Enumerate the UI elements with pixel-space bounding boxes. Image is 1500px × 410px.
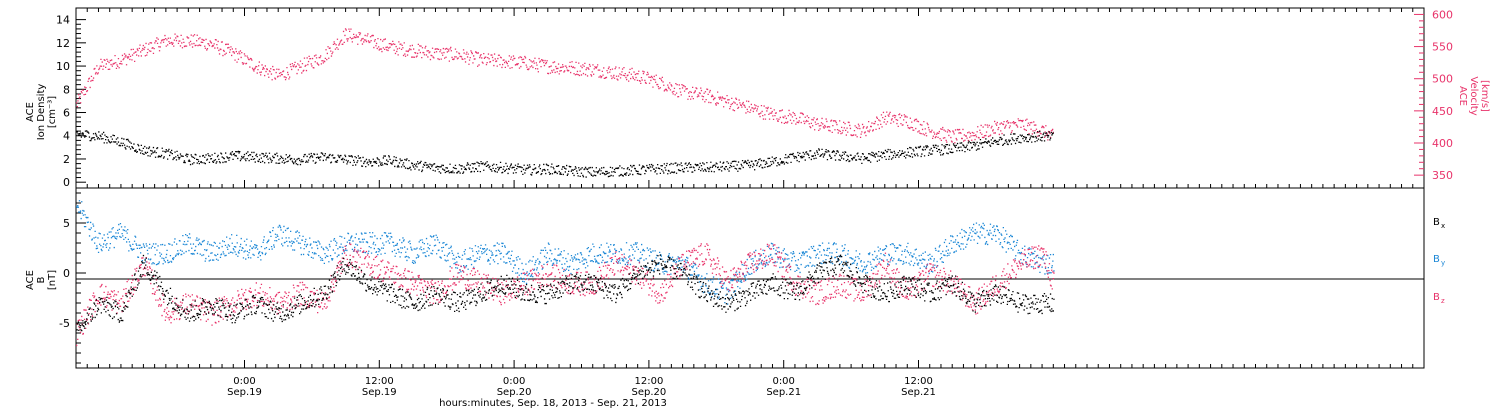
b-axis-ticks: -5 0 5 xyxy=(59,192,86,364)
time-tick-label: 0:00 xyxy=(772,376,794,387)
velocity-series xyxy=(76,28,1054,144)
velocity-series-points xyxy=(76,28,1054,144)
density-tick-label: 8 xyxy=(63,83,70,96)
density-tick-label: 12 xyxy=(56,37,70,50)
date-tick-label: Sep.20 xyxy=(632,387,667,398)
bz-series-points xyxy=(76,243,1055,347)
legend-bx-main: B xyxy=(1433,217,1440,228)
legend-bz-main: B xyxy=(1433,292,1440,303)
date-tick-label: Sep.19 xyxy=(362,387,397,398)
legend-bx-sub: x xyxy=(1441,222,1445,230)
velocity-ylabel-line1: ACE xyxy=(1457,86,1468,106)
density-series xyxy=(76,130,1054,178)
time-tick-label: 0:00 xyxy=(233,376,255,387)
time-tick-label: 12:00 xyxy=(365,376,394,387)
density-ylabel-line3: [cm⁻³] xyxy=(47,96,58,128)
density-tick-label: 2 xyxy=(63,153,70,166)
legend-by-sub: y xyxy=(1441,259,1445,267)
velocity-tick-label: 450 xyxy=(1432,105,1453,118)
date-tick-label: Sep.21 xyxy=(766,387,801,398)
time-tick-label: 0:00 xyxy=(503,376,525,387)
velocity-tick-label: 400 xyxy=(1432,137,1453,150)
density-ylabel-line1: ACE xyxy=(25,102,36,122)
by-series-points xyxy=(76,200,1055,305)
bottom-series-group xyxy=(76,200,1055,347)
time-tick-label: 12:00 xyxy=(634,376,663,387)
density-tick-label: 14 xyxy=(56,14,70,27)
magnetic-field-panel-frame xyxy=(75,187,1425,369)
legend-bx: B x xyxy=(1433,217,1445,230)
density-tick-label: 10 xyxy=(56,60,70,73)
density-velocity-panel-frame xyxy=(75,7,1425,189)
velocity-ylabel-line2: Velocity xyxy=(1468,76,1479,115)
time-axis-ticks: 0:00Sep.1912:00Sep.190:00Sep.2012:00Sep.… xyxy=(75,8,1425,398)
legend-bz-sub: z xyxy=(1441,297,1445,305)
density-tick-label: 4 xyxy=(63,130,70,143)
date-tick-label: Sep.19 xyxy=(227,387,262,398)
b-tick-label: 5 xyxy=(63,217,70,230)
b-tick-label: -5 xyxy=(59,317,70,330)
b-ylabel-line1: ACE xyxy=(25,270,36,290)
density-tick-label: 0 xyxy=(63,176,70,189)
velocity-tick-label: 600 xyxy=(1432,8,1453,21)
b-ylabel-line2: B xyxy=(36,276,47,283)
legend-by-main: B xyxy=(1433,254,1440,265)
date-tick-label: Sep.20 xyxy=(497,387,532,398)
bz-series xyxy=(76,243,1055,347)
b-ylabel-line3: [nT] xyxy=(47,270,58,290)
by-series xyxy=(76,200,1055,305)
density-series-points xyxy=(76,130,1054,178)
velocity-axis-ticks: 350 400 450 500 550 600 xyxy=(1414,8,1453,182)
x-axis-title: hours:minutes, Sep. 18, 2013 - Sep. 21, … xyxy=(439,398,667,409)
velocity-tick-label: 550 xyxy=(1432,41,1453,54)
legend-bz: B z xyxy=(1433,292,1445,305)
date-tick-label: Sep.21 xyxy=(901,387,936,398)
density-tick-label: 6 xyxy=(63,107,70,120)
density-ylabel-line2: Ion Density xyxy=(36,84,47,141)
top-series-group xyxy=(76,28,1054,178)
velocity-ylabel-line3: [km/s] xyxy=(1479,80,1490,112)
legend-by: B y xyxy=(1433,254,1445,267)
velocity-tick-label: 350 xyxy=(1432,169,1453,182)
density-axis-ticks: 0 2 4 6 8 10 12 14 xyxy=(56,14,86,189)
time-tick-label: 12:00 xyxy=(904,376,933,387)
velocity-tick-label: 500 xyxy=(1432,73,1453,86)
b-tick-label: 0 xyxy=(63,267,70,280)
